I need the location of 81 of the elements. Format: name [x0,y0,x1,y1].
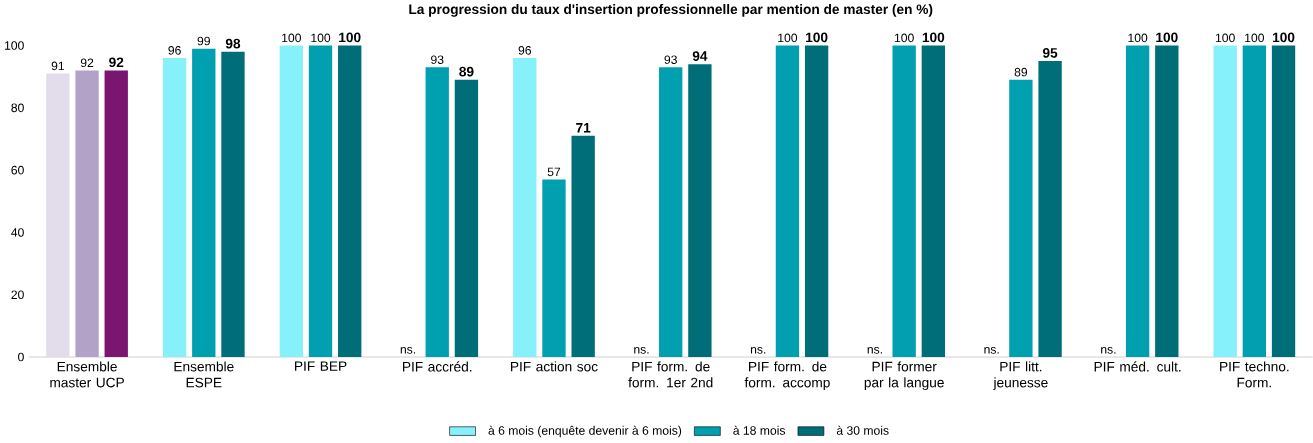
data-label: 100 [311,33,331,43]
data-label: 100 [1128,33,1148,43]
x-tick-label: PIF méd. cult. [1094,361,1181,372]
data-label: 96 [168,46,181,55]
bar [1009,80,1033,358]
data-label: 91 [51,61,65,71]
y-tick-label: 40 [11,228,24,237]
y-tick-label: 80 [11,103,24,113]
x-tick-label: Ensemble master UCP [50,361,124,388]
data-label: 99 [197,36,210,46]
data-label: 100 [894,33,914,43]
x-tick-label: PIF action soc [511,361,598,372]
bar [162,58,187,358]
bar [1155,45,1179,358]
data-label: 71 [576,123,591,133]
data-label: 100 [1156,32,1178,43]
bar [804,45,829,358]
bar [425,67,449,358]
x-tick-label: PIF former par la langue [864,361,944,391]
data-label: 93 [664,55,677,65]
bar [571,136,595,358]
bar [892,45,916,358]
text: ns. [867,347,882,354]
data-label: 89 [1014,68,1028,77]
text: ns. [750,347,766,354]
data-label: 93 [431,55,444,65]
x-tick-label: PIF form. de form. accomp [744,361,830,391]
bar [921,45,946,358]
legend-label: à 18 mois [733,425,786,435]
bar [46,73,70,358]
data-label: 89 [459,66,474,77]
bar [1038,61,1062,358]
legend-label: à 6 mois (enquête devenir à 6 mois) [488,425,682,438]
bar [75,70,99,358]
bar [308,45,333,358]
data-label: 100 [806,32,828,43]
text: ns. [1101,347,1116,354]
bar [542,179,566,358]
x-tick-label: PIF BEP [295,361,347,372]
bar [454,80,479,358]
x-tick-label: Ensemble ESPE [174,361,234,388]
y-tick-label: 100 [4,41,24,51]
bar [1125,45,1150,358]
x-tick-label: PIF techno. Form. [1220,361,1289,388]
bar [659,67,683,358]
bar [221,51,245,358]
bar [1242,45,1267,358]
text: ns. [984,347,999,354]
bar [1271,45,1296,358]
bar [513,58,537,358]
bar [279,45,303,358]
legend-label: à 30 mois [836,425,889,435]
bar [688,64,712,358]
x-tick-label: PIF form. de form. 1er 2nd [628,361,713,388]
bar [192,48,216,358]
bar [1213,45,1237,358]
data-label: 95 [1042,48,1058,58]
data-label: 92 [80,58,94,68]
data-label: 92 [109,57,124,68]
data-label: 100 [1272,32,1295,43]
text: ns. [400,347,416,354]
bar [338,45,362,358]
bar [104,70,128,358]
y-tick-label: 60 [11,166,24,175]
data-label: 100 [282,33,301,43]
data-label: 94 [692,51,708,62]
y-tick-label: 20 [11,290,24,300]
bar [775,45,800,358]
chart-title: La progression du taux d'insertion professionnelle par mention de master (en %) [409,4,933,18]
data-label: 100 [1245,33,1265,43]
data-label: 100 [339,32,361,43]
data-label: 100 [1215,33,1235,43]
x-tick-label: PIF litt. jeunesse [993,361,1048,391]
data-label: 57 [547,167,561,177]
data-label: 98 [225,38,241,49]
data-label: 100 [778,33,798,43]
text: ns. [634,347,649,354]
data-label: 100 [922,32,945,43]
x-tick-label: PIF accréd. [403,361,472,372]
data-label: 96 [518,46,532,55]
y-tick-label: 0 [18,352,24,362]
